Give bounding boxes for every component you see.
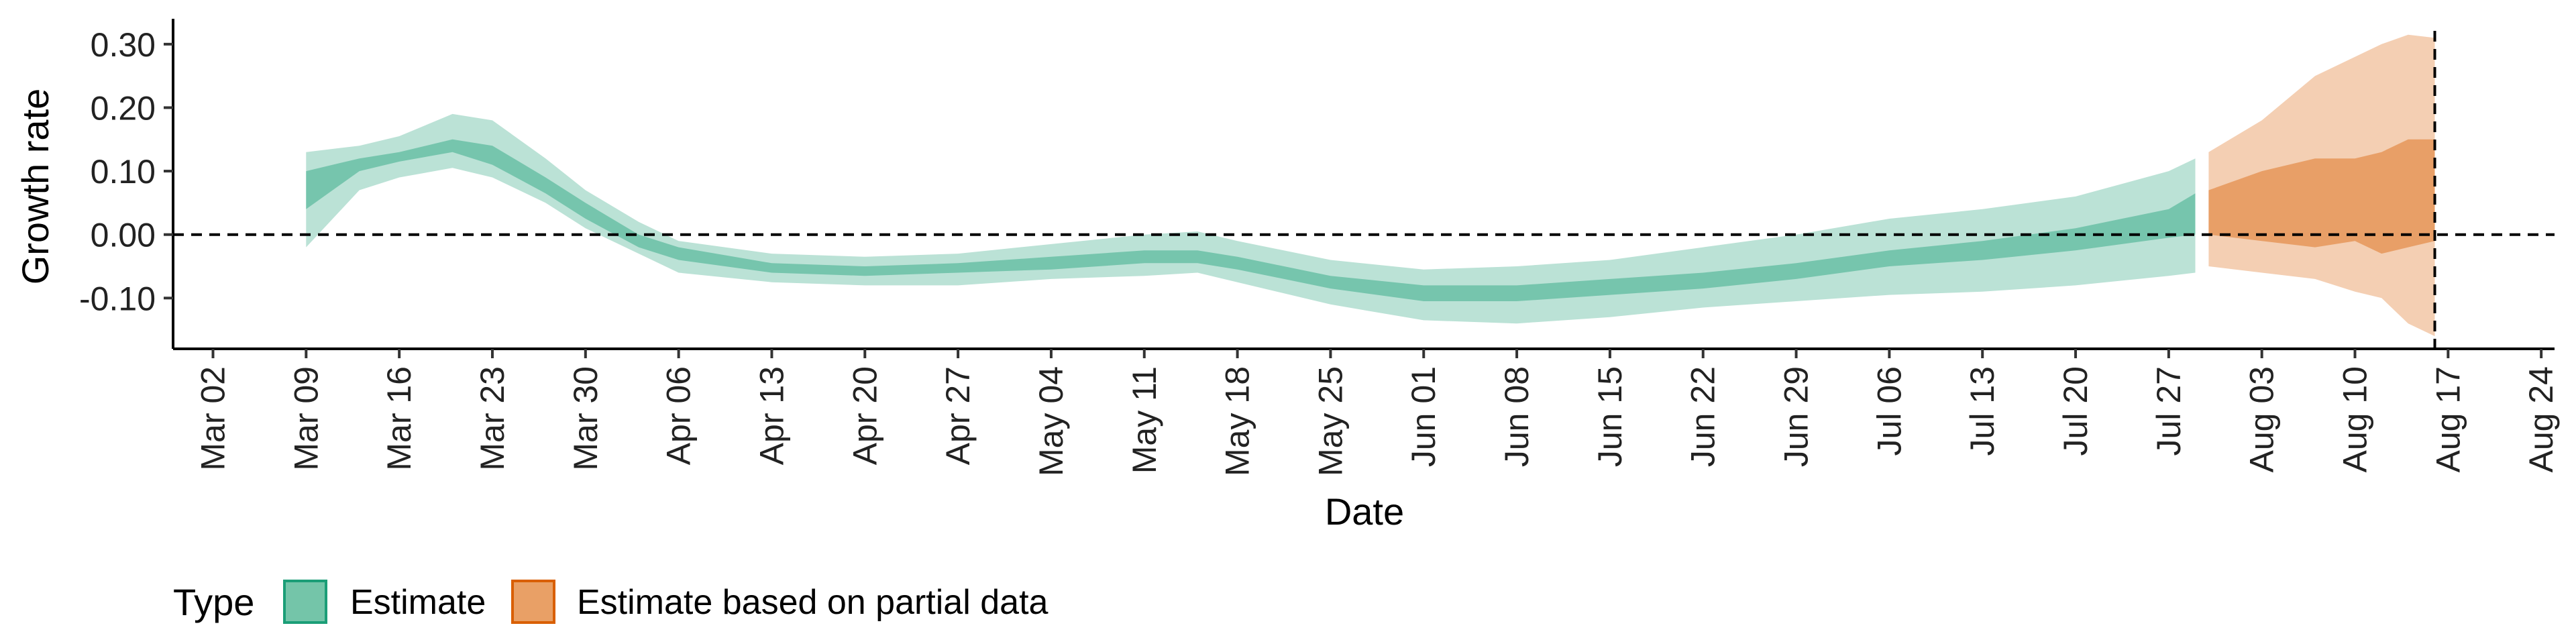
x-tick-label: Jul 06 — [1870, 366, 1908, 455]
x-tick-label: Jun 29 — [1778, 366, 1815, 467]
x-tick-label: Jul 20 — [2057, 366, 2094, 455]
legend-label-partial: Estimate based on partial data — [577, 583, 1049, 622]
x-tick-label: Apr 06 — [660, 366, 698, 465]
y-tick-label: 0.00 — [91, 217, 156, 254]
x-tick-label: Mar 23 — [474, 366, 511, 471]
x-tick-label: Apr 13 — [753, 366, 791, 465]
legend: Type Estimate Estimate based on partial … — [173, 580, 1049, 624]
legend-title: Type — [173, 581, 254, 623]
y-tick-label: -0.10 — [79, 280, 156, 317]
x-tick-label: Apr 20 — [846, 366, 883, 465]
x-tick-label: May 25 — [1311, 366, 1349, 476]
x-tick-label: May 11 — [1126, 366, 1163, 474]
x-tick-label: Jun 08 — [1498, 366, 1536, 467]
x-tick-label: Mar 02 — [195, 366, 232, 471]
x-tick-label: Jun 01 — [1405, 366, 1442, 467]
reference-lines — [173, 31, 2555, 349]
band-50-estimate — [306, 139, 2196, 301]
y-tick-label: 0.20 — [91, 89, 156, 127]
x-tick-label: Mar 16 — [380, 366, 418, 471]
x-tick-label: May 18 — [1219, 366, 1256, 476]
legend-swatch-partial — [511, 580, 555, 624]
x-tick-label: Jul 13 — [1964, 366, 2001, 455]
x-tick-label: Jun 15 — [1591, 366, 1629, 467]
x-tick-label: Aug 24 — [2522, 366, 2560, 472]
x-tick-label: Mar 09 — [287, 366, 325, 471]
x-tick-label: Jul 27 — [2150, 366, 2188, 455]
x-tick-label: Aug 17 — [2429, 366, 2467, 472]
x-tick-label: Aug 10 — [2337, 366, 2374, 472]
x-tick-label: Mar 30 — [567, 366, 604, 471]
x-axis-title: Date — [1325, 490, 1404, 533]
legend-swatch-estimate — [283, 580, 327, 624]
x-tick-label: Apr 27 — [939, 366, 977, 465]
chart-axes: -0.10 0.00 0.10 0.20 0.30 Mar 02 Mar 09 Mar 16 M… — [79, 19, 2560, 476]
y-tick-label: 0.10 — [91, 153, 156, 191]
legend-label-estimate: Estimate — [350, 583, 486, 622]
y-axis-title: Growth rate — [14, 89, 56, 285]
x-tick-label: Jun 22 — [1684, 366, 1722, 467]
band-50-partial — [2208, 139, 2435, 254]
x-tick-label: Aug 03 — [2243, 366, 2281, 472]
y-tick-label: 0.30 — [91, 26, 156, 64]
chart-bands — [306, 34, 2435, 337]
x-tick-label: May 04 — [1032, 366, 1070, 476]
